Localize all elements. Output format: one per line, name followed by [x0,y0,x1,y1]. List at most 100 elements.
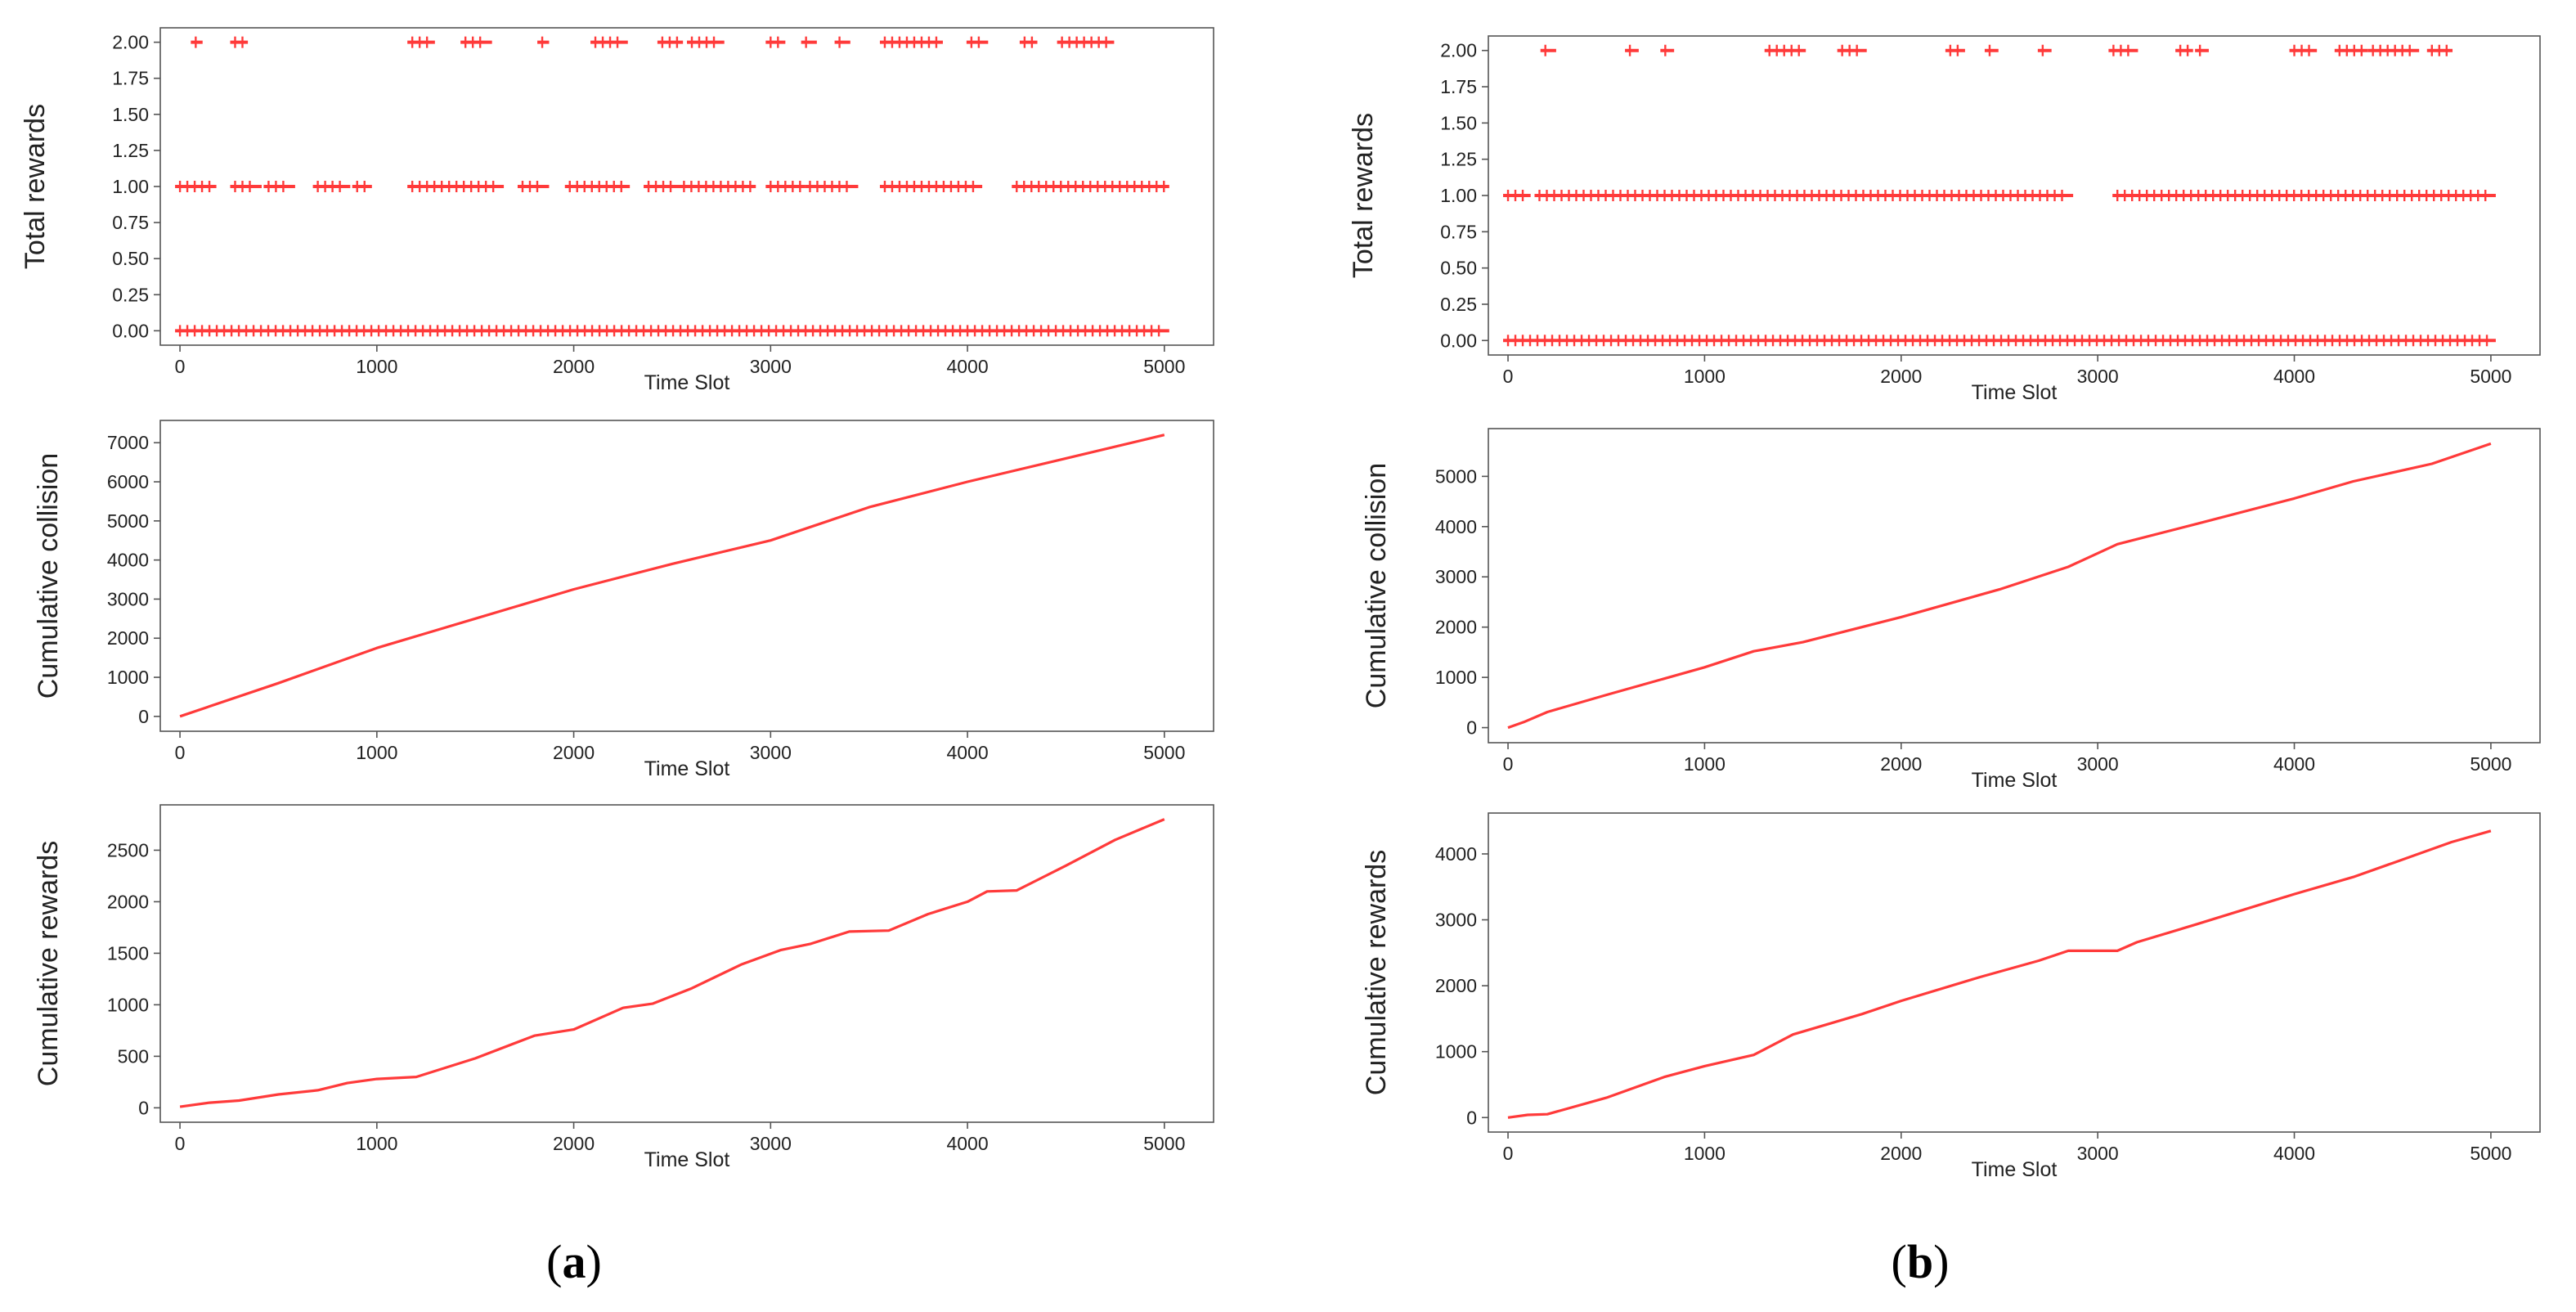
x-axis-label: Time Slot [644,1148,730,1171]
panel-b-open-paren: ( [1892,1235,1907,1288]
x-axis-label: Time Slot [644,757,730,780]
x-tick-label: 2000 [1880,1143,1922,1164]
y-tick-label: 0.25 [112,284,149,305]
x-tick-label: 4000 [2273,366,2315,387]
x-tick-label: 2000 [1880,366,1922,387]
series-markers-reward-0 [175,325,1169,337]
y-tick-label: 1.25 [112,140,149,161]
chart-b-cumulative-collision: 0 1000 2000 3000 4000 5000 0 1000 2000 3000 4000 50… [1361,428,2541,792]
x-tick-label: 4000 [946,742,988,763]
x-tick-label: 0 [1503,366,1514,387]
y-tick-label: 2000 [1435,975,1477,996]
x-tick-label: 3000 [750,742,792,763]
x-tick-label: 1000 [1684,753,1726,775]
y-tick-label: 7000 [107,432,149,453]
x-axis-label: Time Slot [644,371,730,394]
x-tick-label: 2000 [1880,753,1922,775]
y-tick-label: 5000 [107,510,149,532]
y-axis-label: Cumulative collision [1361,463,1392,708]
x-tick-label: 1000 [1684,366,1726,387]
y-axis-label: Cumulative rewards [33,841,64,1086]
y-tick-label: 0 [138,1097,149,1118]
x-tick-label: 5000 [2470,753,2511,775]
x-tick-label: 5000 [2470,366,2511,387]
x-tick-label: 3000 [750,356,792,377]
y-tick-label: 1.50 [112,104,149,125]
y-tick-label: 1000 [107,667,149,688]
y-tick-label: 3000 [1435,910,1477,931]
y-tick-label: 1000 [1435,667,1477,688]
plots-layer: 0 1000 2000 3000 4000 50000.000.250.500.751.0… [20,27,2541,1181]
plot-frame [159,804,1214,1123]
y-tick-label: 1000 [1435,1041,1477,1063]
plot-frame [1488,812,2541,1133]
y-tick-label: 2000 [107,891,149,912]
x-tick-label: 1000 [1684,1143,1726,1164]
y-tick-label: 0.50 [112,248,149,269]
x-axis-label: Time Slot [1972,769,2058,792]
y-tick-label: 3000 [1435,566,1477,587]
x-tick-label: 4000 [946,1133,988,1154]
y-tick-label: 0.75 [112,212,149,233]
series-line [1507,442,2492,730]
y-axis-label: Cumulative rewards [1361,850,1392,1095]
y-tick-label: 1500 [107,942,149,964]
x-tick-label: 0 [175,1133,186,1154]
y-tick-label: 0.00 [112,320,149,341]
x-tick-label: 4000 [946,356,988,377]
x-tick-label: 0 [175,742,186,763]
x-tick-label: 1000 [356,742,397,763]
y-tick-label: 3000 [107,588,149,609]
x-tick-label: 5000 [2470,1143,2511,1164]
x-tick-label: 5000 [1143,742,1185,763]
series-markers-reward-1 [1503,190,2496,201]
y-tick-label: 1.75 [112,68,149,89]
y-axis-label: Total rewards [1348,113,1379,278]
chart-b-cumulative-rewards: 0 1000 2000 3000 4000 5000 0 1000 2000 3000 4000 Ti… [1361,812,2541,1181]
series-markers-reward-0 [1503,335,2496,347]
x-tick-label: 1000 [356,1133,397,1154]
x-tick-label: 1000 [356,356,397,377]
x-tick-label: 4000 [2273,753,2315,775]
y-tick-label: 6000 [107,471,149,492]
y-tick-label: 4000 [1435,843,1477,865]
y-tick-label: 1.25 [1440,149,1477,170]
y-tick-label: 1.75 [1440,76,1477,97]
x-tick-label: 2000 [553,742,595,763]
y-tick-label: 0 [138,706,149,727]
y-tick-label: 0.00 [1440,330,1477,351]
chart-a-cumulative-rewards: 0 1000 2000 3000 4000 5000 0 500 1000 1500 2000 250… [33,804,1214,1171]
chart-b-total-rewards: 0 1000 2000 3000 4000 5000 0.00 0.25 0.50 0.75 1.0… [1348,35,2541,404]
series-markers-reward-2 [191,36,1115,48]
y-tick-label: 2000 [1435,617,1477,638]
panel-b-close-paren: ) [1933,1235,1949,1288]
y-tick-label: 0.25 [1440,294,1477,315]
y-axis-label: Cumulative collision [33,453,64,699]
x-axis-label: Time Slot [1972,381,2058,404]
x-tick-label: 0 [175,356,186,377]
y-tick-label: 1.00 [112,176,149,197]
x-tick-label: 0 [1503,753,1514,775]
panel-b-letter: b [1907,1235,1933,1288]
y-tick-label: 5000 [1435,465,1477,487]
y-tick-label: 2.00 [1440,40,1477,61]
plot-frame [159,420,1214,732]
x-tick-label: 3000 [2077,753,2119,775]
y-tick-label: 1.00 [1440,185,1477,206]
x-tick-label: 3000 [750,1133,792,1154]
x-tick-label: 4000 [2273,1143,2315,1164]
x-tick-label: 0 [1503,1143,1514,1164]
y-tick-label: 2000 [107,627,149,649]
x-tick-label: 3000 [2077,1143,2119,1164]
panel-a-label: (a) [546,1235,602,1288]
y-tick-label: 0.75 [1440,221,1477,242]
y-tick-label: 0.50 [1440,258,1477,279]
y-tick-label: 2.00 [112,32,149,53]
chart-a-cumulative-collision: 0 1000 2000 3000 4000 5000 0 1000 2000 3000 4000 50… [33,420,1214,780]
panel-a-close-paren: ) [586,1235,602,1288]
series-markers-reward-2 [1540,44,2453,56]
y-tick-label: 500 [118,1045,149,1067]
y-tick-label: 1000 [107,994,149,1015]
series-line [179,434,1165,718]
